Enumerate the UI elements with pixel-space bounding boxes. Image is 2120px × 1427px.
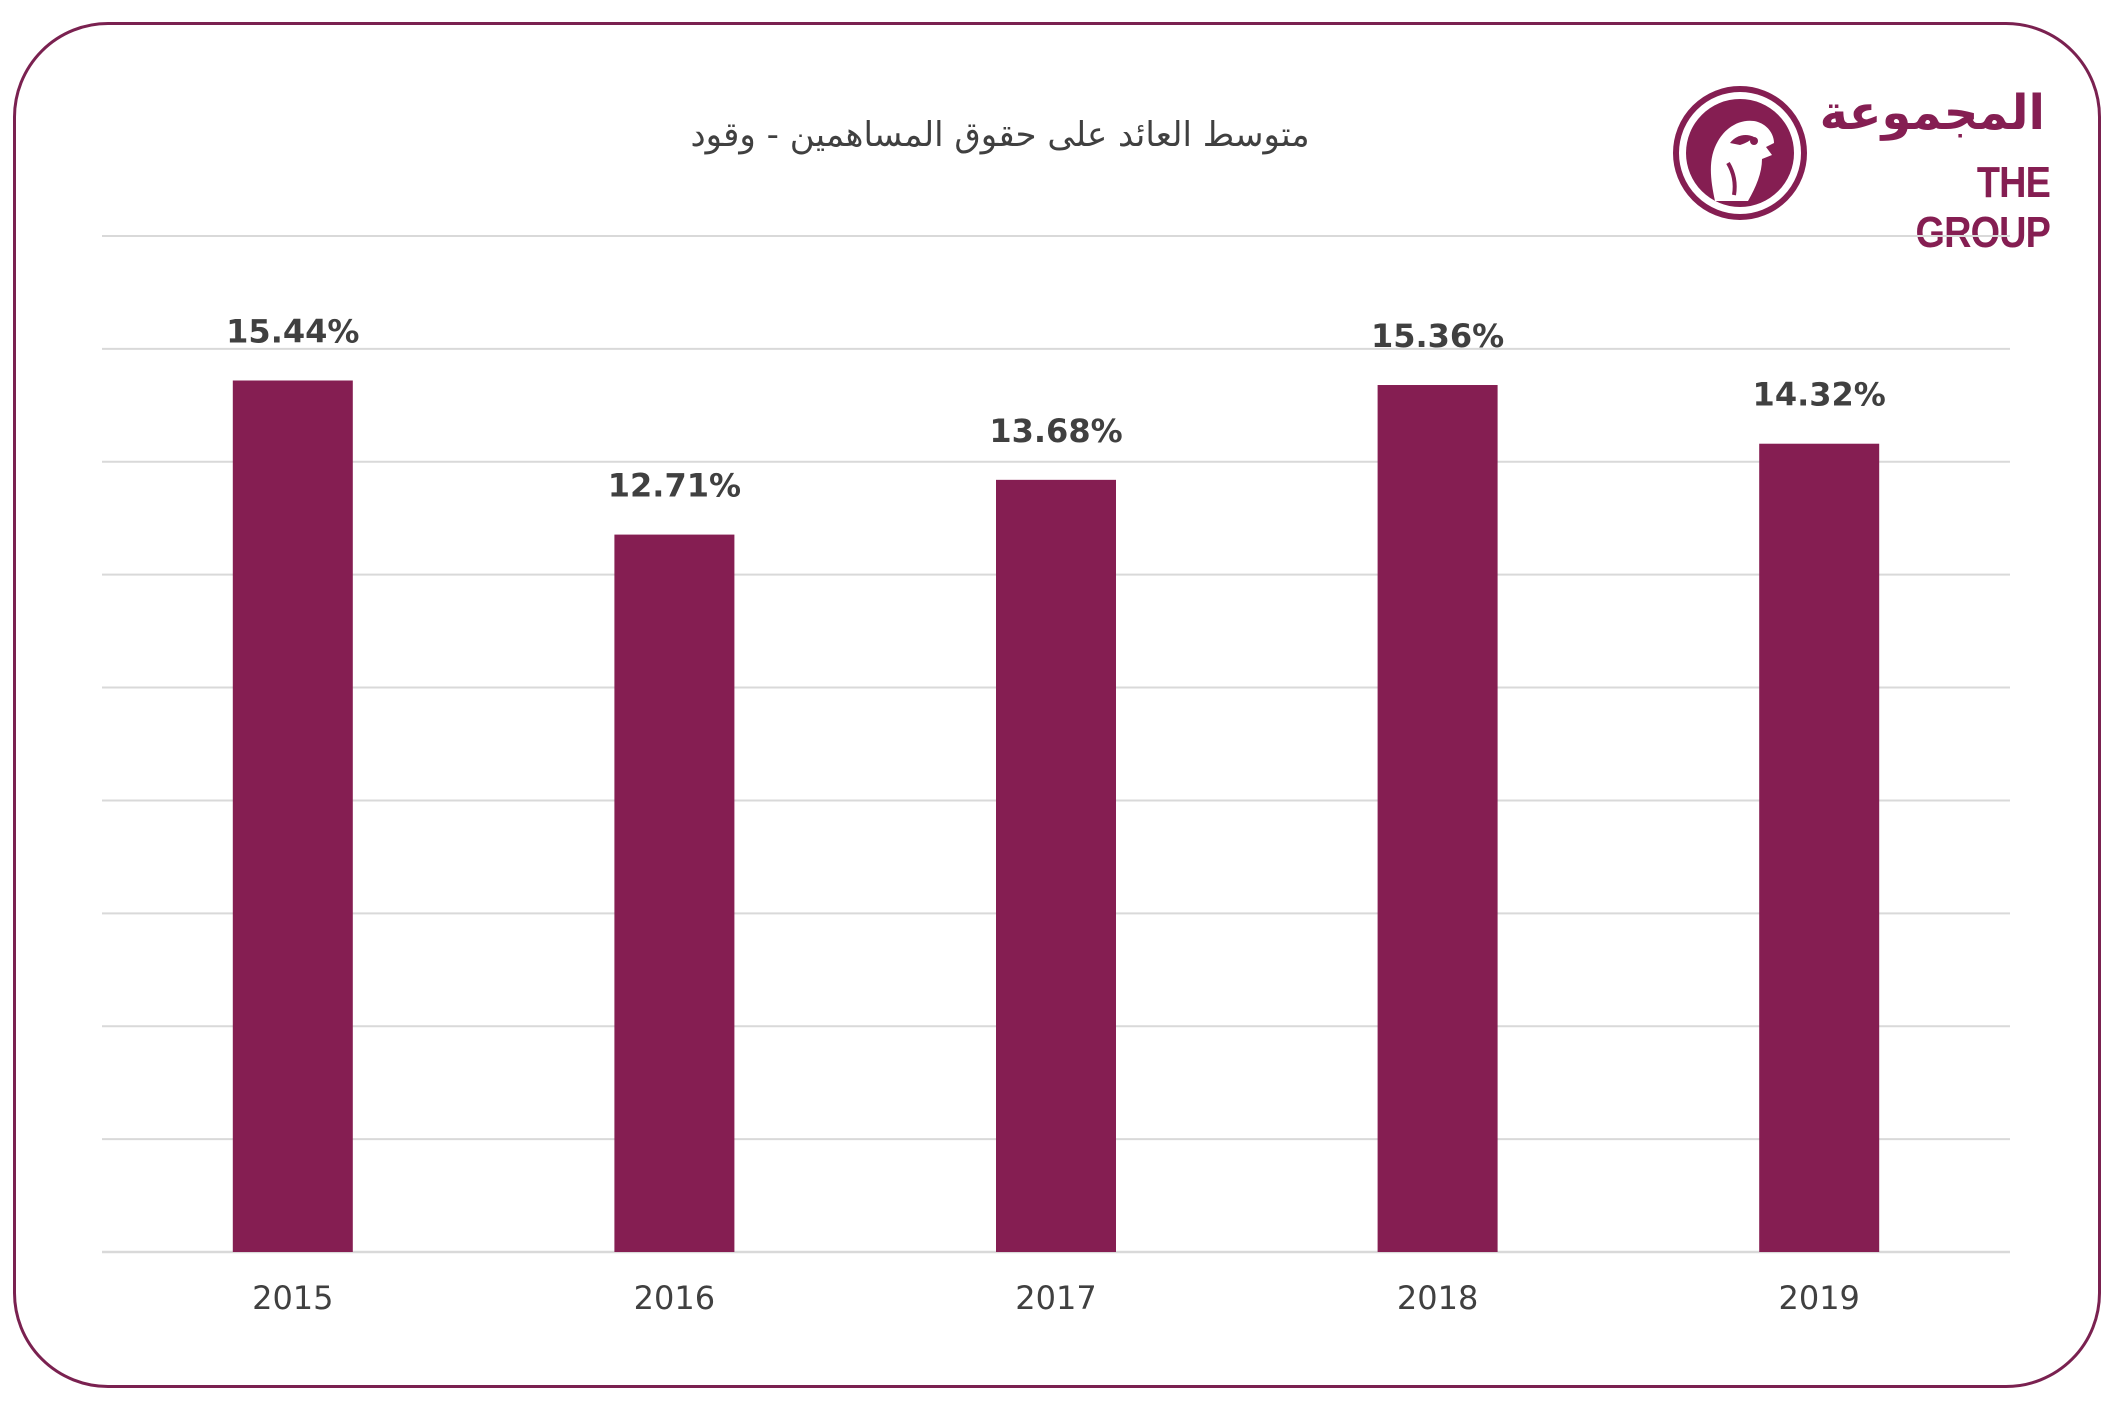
company-logo: المجموعة THE GROUP <box>1670 78 2051 257</box>
x-tick-label-2019: 2019 <box>1778 1279 1859 1317</box>
data-label-2016: 12.71% <box>608 467 741 505</box>
x-tick-label-2016: 2016 <box>634 1279 715 1317</box>
x-tick-label-2018: 2018 <box>1397 1279 1478 1317</box>
x-tick-label-2017: 2017 <box>1015 1279 1096 1317</box>
logo-arabic-text: المجموعة <box>1819 85 2045 141</box>
data-label-2015: 15.44% <box>226 312 359 350</box>
x-tick-label-2015: 2015 <box>252 1279 333 1317</box>
bar-2019 <box>1759 443 1880 1252</box>
falcon-emblem-icon <box>1673 86 1807 220</box>
bar-2017 <box>996 479 1116 1253</box>
data-label-2017: 13.68% <box>989 412 1122 450</box>
bar-2015 <box>232 380 353 1252</box>
bar-2016 <box>614 534 735 1252</box>
logo-english-text: THE GROUP <box>1915 158 2051 257</box>
bar-2018 <box>1377 385 1498 1253</box>
chart-frame <box>13 22 2101 1388</box>
data-label-2018: 15.36% <box>1371 317 1504 355</box>
data-label-2019: 14.32% <box>1753 376 1886 414</box>
chart-title: متوسط العائد على حقوق المساهمين - وقود <box>690 115 1310 155</box>
